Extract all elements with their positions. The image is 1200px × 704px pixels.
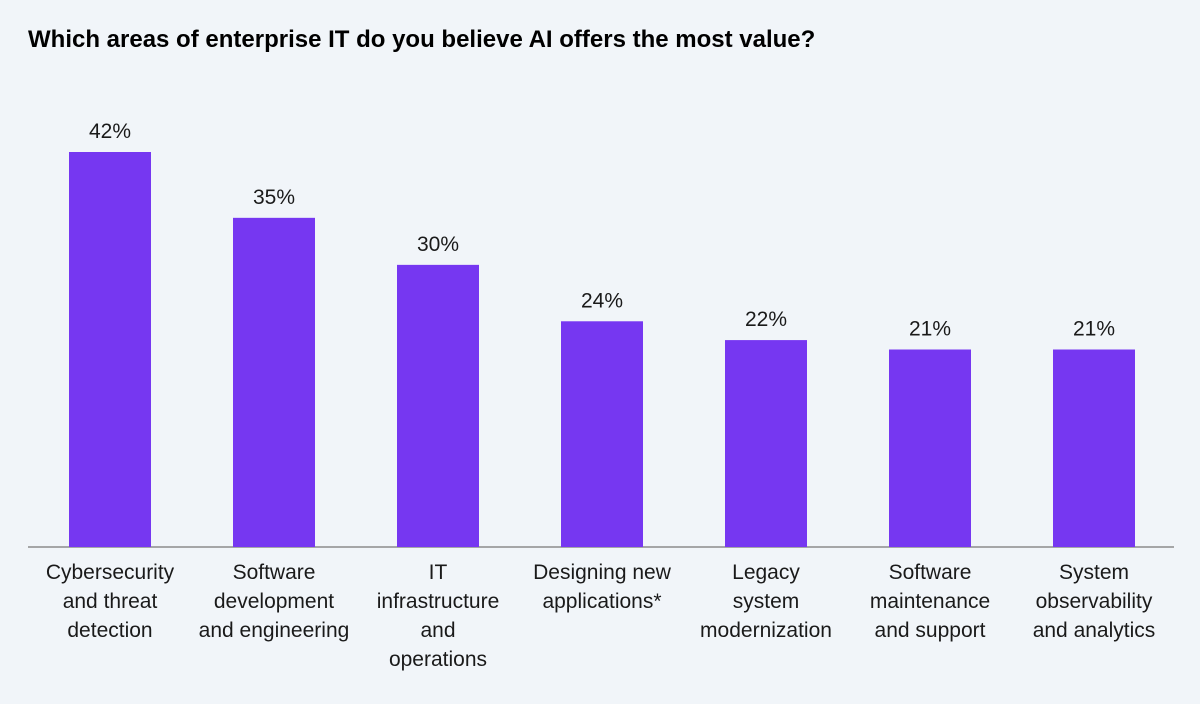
category-label-line: and engineering (199, 619, 350, 642)
category-label-line: Designing new (533, 561, 672, 584)
category-label-line: infrastructure (377, 590, 500, 613)
category-label-line: Software (889, 561, 972, 584)
bar (397, 264, 479, 547)
data-label: 24% (581, 289, 623, 312)
data-label: 22% (745, 308, 787, 331)
data-label: 21% (909, 318, 951, 341)
category-label: Cybersecurity and threat detection (46, 561, 175, 642)
category-label-line: Legacy (732, 561, 800, 584)
category-label-line: System (1059, 561, 1129, 584)
category-label-line: observability (1036, 590, 1153, 613)
category-label-line: maintenance (870, 590, 990, 613)
category-label-line: system (733, 590, 800, 613)
category-label-line: modernization (700, 619, 832, 642)
category-label-line: IT (429, 561, 448, 584)
bar (233, 217, 315, 548)
category-label-line: and (420, 619, 455, 642)
category-label-line: operations (389, 648, 487, 671)
category-label: IT infrastructure and operations (377, 561, 500, 671)
category-label-line: Software (233, 561, 316, 584)
chart-title: Which areas of enterprise IT do you beli… (28, 26, 816, 53)
category-label-line: detection (67, 619, 152, 642)
category-label: Legacy system modernization (700, 561, 832, 642)
bar (1053, 349, 1135, 547)
category-label-line: and analytics (1033, 619, 1156, 642)
category-label-line: development (214, 590, 334, 613)
category-label-line: and support (875, 619, 986, 642)
category-label: System observability and analytics (1033, 561, 1156, 642)
category-label: Software maintenance and support (870, 561, 990, 642)
category-label-line: applications* (542, 590, 661, 613)
category-label: Designing new applications* (533, 561, 672, 613)
data-label: 21% (1073, 318, 1115, 341)
data-label: 42% (89, 120, 131, 143)
category-label-line: and threat (63, 590, 158, 613)
data-label: 35% (253, 186, 295, 209)
bar (561, 321, 643, 547)
bar (69, 152, 151, 547)
category-label: Software development and engineering (199, 561, 350, 642)
data-label: 30% (417, 233, 459, 256)
bar (725, 340, 807, 547)
category-label-line: Cybersecurity (46, 561, 175, 584)
bar (889, 349, 971, 547)
